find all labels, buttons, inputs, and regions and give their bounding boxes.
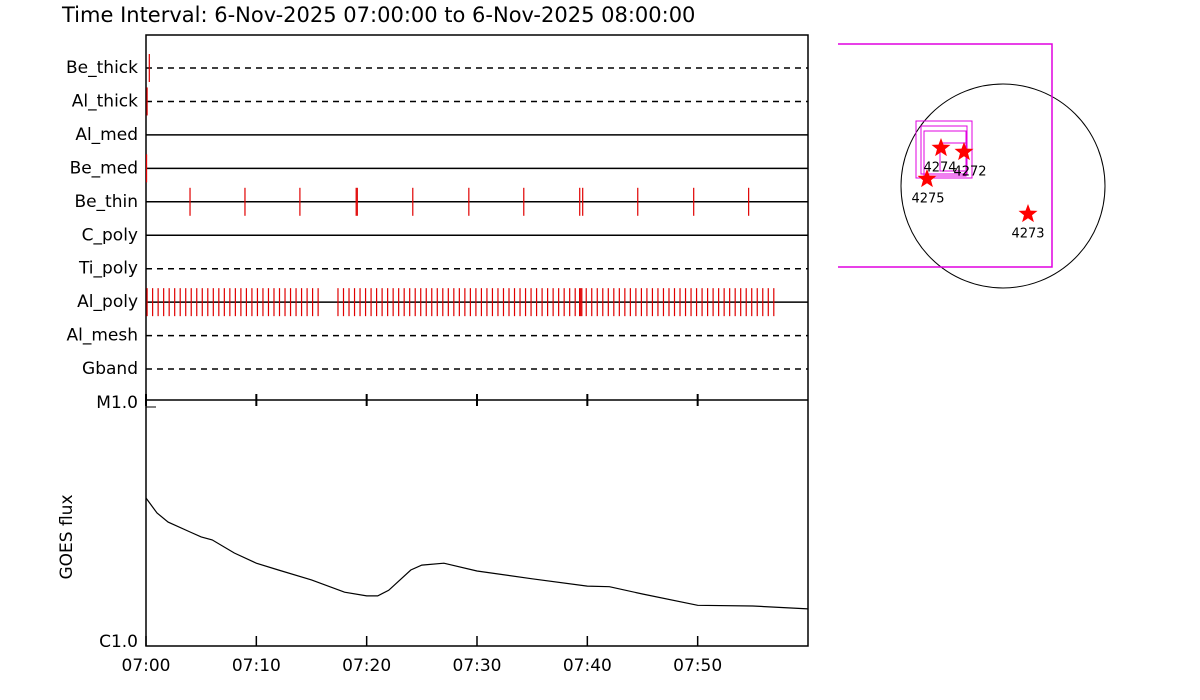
region-star (1018, 204, 1038, 223)
row-label: Al_mesh (66, 326, 138, 346)
y-tick-label: C1.0 (99, 632, 138, 652)
region-label: 4275 (911, 192, 944, 207)
row-label: Al_med (75, 125, 138, 145)
chart-title: Time Interval: 6-Nov-2025 07:00:00 to 6-… (61, 3, 695, 27)
region-star (954, 142, 974, 161)
x-tick-label: 07:10 (232, 656, 281, 676)
goes-curve (145, 497, 809, 610)
region-label: 4273 (1011, 227, 1044, 242)
row-label: Be_thick (66, 58, 138, 78)
row-label: C_poly (82, 225, 138, 245)
x-tick-label: 07:30 (453, 656, 502, 676)
plot-frame (145, 34, 809, 647)
region-label: 4274 (923, 161, 956, 176)
x-tick-label: 07:40 (563, 656, 612, 676)
row-label: Al_thick (72, 91, 138, 111)
x-tick-label: 07:20 (342, 656, 391, 676)
row-label: Be_thin (74, 192, 138, 212)
row-label: Al_poly (77, 292, 138, 312)
fov-box (838, 43, 1053, 268)
y-tick-label: M1.0 (96, 393, 138, 413)
row-label: Gband (82, 359, 138, 379)
region-star (931, 138, 951, 157)
region-label: 4272 (953, 165, 986, 180)
row-label: Be_med (70, 158, 138, 178)
row-label: Ti_poly (78, 259, 138, 279)
x-tick-label: 07:00 (122, 656, 171, 676)
region-star (917, 169, 937, 188)
y-axis-label: GOES flux (57, 494, 77, 579)
solar-disk (900, 83, 1106, 289)
x-tick-label: 07:50 (673, 656, 722, 676)
